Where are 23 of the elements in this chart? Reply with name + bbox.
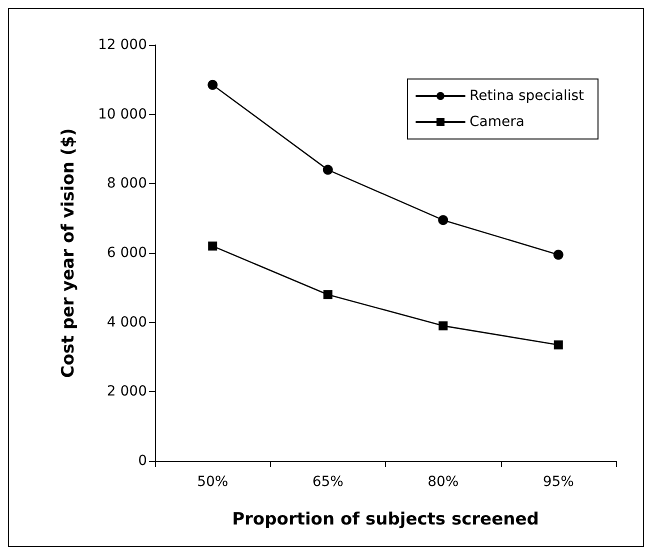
y-tick-label: 12 000 (98, 37, 147, 53)
x-tick-label: 65% (312, 474, 344, 490)
point (438, 321, 448, 330)
y-tick-label: 10 000 (98, 106, 147, 122)
x-tick-label: 80% (428, 474, 459, 490)
point (208, 80, 218, 90)
point (208, 242, 218, 251)
y-tick-label: 2 000 (106, 384, 147, 400)
point (554, 340, 563, 350)
point (553, 250, 564, 260)
y-tick-label: 0 (138, 453, 147, 469)
x-tick-label: 95% (542, 474, 574, 490)
point (322, 164, 333, 175)
y-tick-label: 8 000 (106, 176, 147, 192)
point (323, 290, 332, 300)
legend-label: Retina specialist (469, 88, 585, 104)
legend-label: Camera (469, 114, 524, 130)
y-tick-label: 4 000 (106, 314, 147, 330)
point (438, 215, 448, 226)
x-axis-title: Proportion of subjects screened (232, 510, 539, 530)
x-tick-label: 50% (197, 474, 228, 490)
y-tick-label: 6 000 (106, 245, 147, 261)
y-axis-title: Cost per year of vision ($) (58, 128, 78, 378)
